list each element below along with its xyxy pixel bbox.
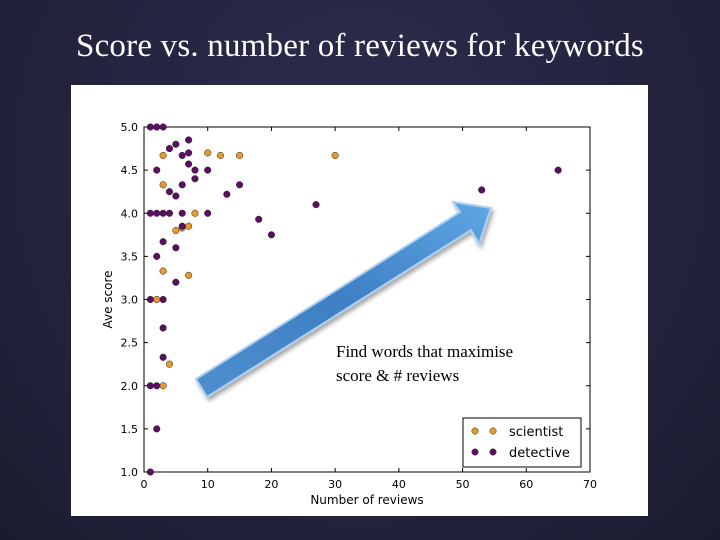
- point-detective: [159, 353, 167, 361]
- point-detective: [159, 238, 167, 246]
- legend: scientist detective: [462, 417, 582, 468]
- y-axis-label: Ave score: [101, 270, 115, 328]
- point-detective: [165, 188, 174, 196]
- point-detective: [153, 252, 161, 260]
- y-tick-label: 4.5: [121, 164, 139, 177]
- scatter-chart: 0 10 20 30 40 50 60 70 1.0 1.5 2.0 2.5 3.0 3.5 4.0 4.5 5…: [101, 121, 597, 507]
- point-detective: [185, 136, 193, 144]
- point-detective: [159, 209, 167, 217]
- x-tick-label: 0: [141, 478, 148, 491]
- point-detective: [191, 175, 199, 183]
- point-detective: [159, 324, 167, 332]
- y-tick-label: 2.5: [121, 337, 139, 350]
- trend-arrow: [194, 200, 493, 399]
- point-detective: [172, 244, 180, 252]
- point-detective: [159, 295, 167, 304]
- point-detective: [146, 468, 154, 476]
- point-detective: [159, 123, 167, 131]
- point-scientist: [159, 151, 167, 160]
- legend-marker-detective-2: [489, 448, 497, 456]
- y-tick-label: 2.0: [121, 380, 139, 393]
- point-detective: [146, 382, 154, 390]
- callout-line-2: score & # reviews: [336, 366, 459, 385]
- x-tick-label: 70: [583, 478, 597, 491]
- point-detective: [153, 123, 161, 131]
- point-scientist: [165, 360, 174, 368]
- point-scientist: [159, 267, 167, 275]
- point-detective: [223, 190, 231, 198]
- point-detective: [236, 181, 244, 189]
- series-detective: [146, 123, 562, 476]
- x-axis-label: Number of reviews: [310, 493, 423, 507]
- point-scientist: [153, 295, 161, 304]
- point-scientist: [204, 149, 212, 157]
- y-tick-label: 3.0: [121, 294, 139, 307]
- point-scientist: [331, 151, 339, 160]
- point-detective: [165, 145, 174, 153]
- point-detective: [178, 151, 186, 160]
- x-tick-label: 40: [392, 478, 406, 491]
- legend-marker-scientist: [471, 427, 479, 435]
- point-detective: [204, 209, 212, 217]
- y-tick-label: 5.0: [121, 121, 139, 134]
- point-detective: [178, 209, 186, 217]
- point-detective: [153, 382, 161, 390]
- point-detective: [191, 166, 199, 174]
- y-tick-label: 1.5: [121, 423, 139, 436]
- point-detective: [153, 425, 161, 433]
- x-tick-label: 60: [519, 478, 533, 491]
- point-detective: [146, 209, 154, 217]
- legend-label-scientist: scientist: [509, 425, 563, 440]
- point-detective: [178, 181, 186, 189]
- point-scientist: [172, 226, 180, 235]
- point-detective: [172, 140, 180, 148]
- point-detective: [146, 123, 154, 131]
- point-scientist: [216, 151, 225, 160]
- point-detective: [153, 209, 161, 217]
- point-detective: [267, 231, 275, 239]
- point-scientist: [185, 222, 193, 230]
- x-tick-label: 50: [456, 478, 470, 491]
- point-detective: [153, 166, 161, 174]
- legend-marker-scientist-2: [489, 427, 497, 435]
- callout-line-1: Find words that maximise: [336, 342, 513, 361]
- point-detective: [204, 166, 212, 174]
- y-tick-label: 1.0: [121, 466, 139, 479]
- x-tick-label: 10: [201, 478, 215, 491]
- y-tick-label: 4.0: [121, 207, 139, 220]
- x-tick-label: 20: [264, 478, 278, 491]
- point-detective: [554, 166, 562, 174]
- point-detective: [172, 192, 180, 200]
- y-tick-label: 3.5: [121, 250, 139, 263]
- point-detective: [178, 222, 186, 230]
- point-scientist: [185, 271, 193, 279]
- legend-marker-detective: [471, 448, 479, 456]
- x-tick-label: 30: [328, 478, 342, 491]
- point-detective: [478, 186, 486, 194]
- legend-box: [462, 417, 582, 468]
- point-scientist: [236, 151, 244, 160]
- point-scientist: [159, 382, 167, 390]
- point-detective: [185, 160, 193, 168]
- point-detective: [185, 149, 193, 157]
- chart-panel: 0 10 20 30 40 50 60 70 1.0 1.5 2.0 2.5 3.0 3.5 4.0 4.5 5…: [71, 85, 648, 516]
- point-detective: [255, 215, 263, 223]
- point-detective: [172, 278, 180, 286]
- legend-label-detective: detective: [509, 446, 570, 461]
- slide-title: Score vs. number of reviews for keywords: [76, 28, 644, 64]
- point-detective: [146, 295, 154, 304]
- point-scientist: [159, 181, 167, 189]
- point-scientist: [191, 209, 199, 217]
- point-detective: [165, 209, 174, 217]
- point-detective: [312, 201, 320, 209]
